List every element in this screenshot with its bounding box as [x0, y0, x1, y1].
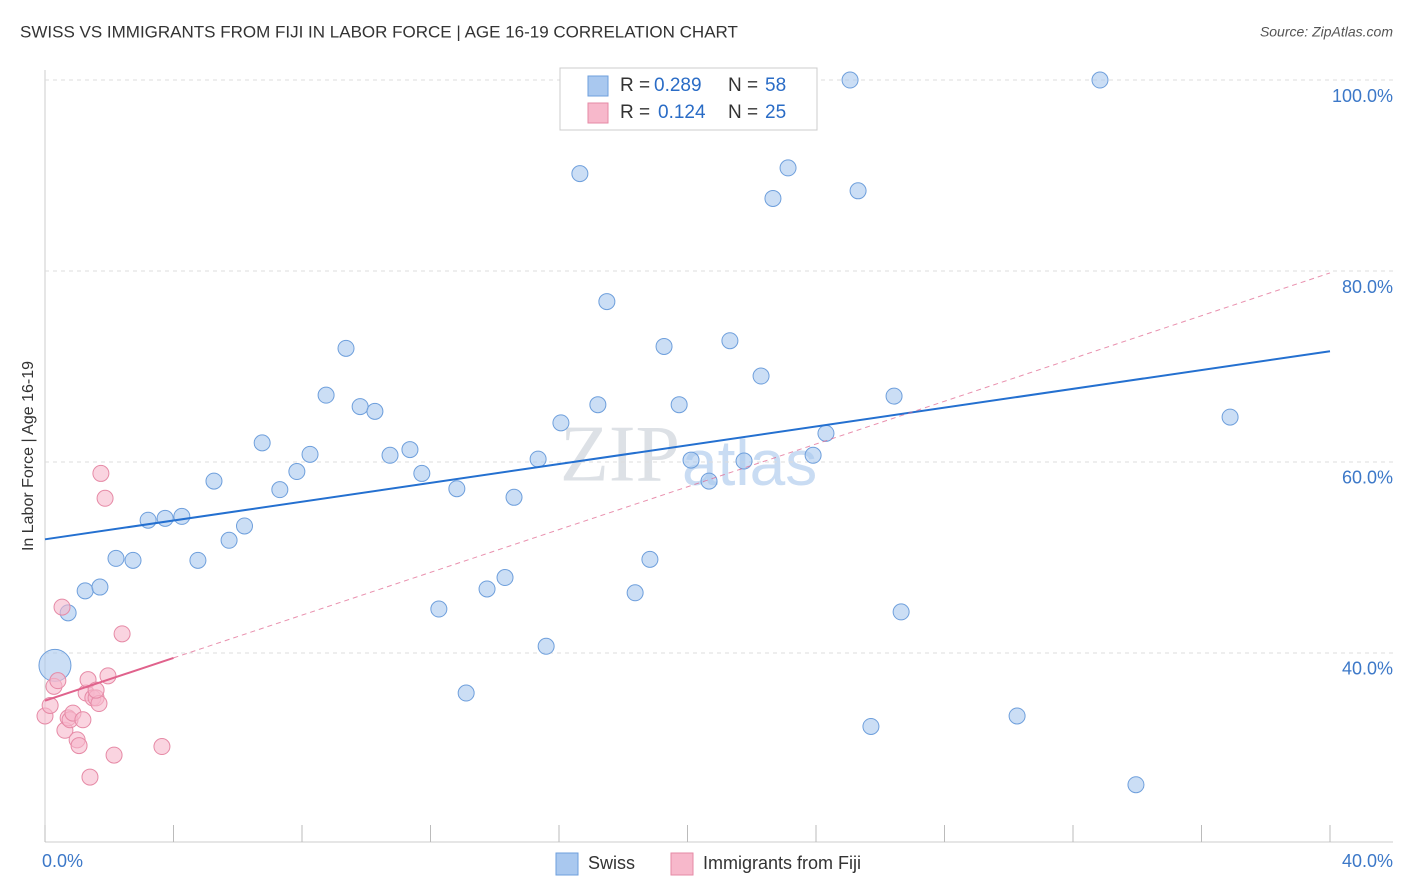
point	[655, 337, 673, 355]
point	[124, 551, 142, 569]
legend-r-value: 0.124	[658, 102, 706, 123]
point	[70, 737, 88, 755]
point	[764, 189, 782, 207]
y-tick-label: 40.0%	[1342, 659, 1393, 679]
point	[478, 580, 496, 598]
point	[153, 738, 171, 756]
point	[496, 569, 514, 587]
trend-line	[44, 350, 1331, 541]
point	[1008, 707, 1026, 725]
y-axis-label: In Labor Force | Age 16-19	[20, 361, 37, 551]
chart-title: SWISS VS IMMIGRANTS FROM FIJI IN LABOR F…	[20, 22, 738, 41]
point	[173, 507, 191, 525]
point	[235, 517, 253, 535]
point	[113, 625, 131, 643]
point	[430, 600, 448, 618]
legend-r-label: R =	[620, 102, 650, 123]
point	[366, 402, 384, 420]
legend-label: Swiss	[588, 853, 635, 873]
point	[105, 746, 123, 764]
legend-n-value: 25	[765, 102, 786, 123]
y-tick-label: 60.0%	[1342, 468, 1393, 488]
point	[735, 452, 753, 470]
point	[641, 550, 659, 568]
point	[107, 549, 125, 567]
legend-swatch	[587, 102, 609, 124]
point	[317, 386, 335, 404]
point	[205, 472, 223, 490]
point	[804, 446, 822, 464]
point	[892, 603, 910, 621]
point	[337, 339, 355, 357]
x-tick-label: 40.0%	[1342, 851, 1393, 871]
legend-swatch	[587, 75, 609, 97]
trend-line	[44, 656, 174, 702]
point	[529, 450, 547, 468]
point	[381, 446, 399, 464]
point	[885, 387, 903, 405]
point	[96, 489, 114, 507]
point	[598, 293, 616, 311]
point	[413, 464, 431, 482]
point	[253, 434, 271, 452]
legend-r-label: R =	[620, 75, 650, 96]
point	[1091, 71, 1109, 89]
legend-label: Immigrants from Fiji	[703, 853, 861, 873]
legend-r-value: 0.289	[654, 75, 702, 96]
point	[81, 768, 99, 786]
x-tick-label: 0.0%	[42, 851, 83, 871]
y-tick-label: 100.0%	[1332, 86, 1393, 106]
point	[505, 488, 523, 506]
legend-swatch	[555, 852, 579, 876]
point	[156, 509, 174, 527]
point	[571, 165, 589, 183]
point	[99, 667, 117, 685]
point	[91, 578, 109, 596]
point	[626, 584, 644, 602]
point	[41, 696, 59, 714]
y-tick-label: 80.0%	[1342, 277, 1393, 297]
point	[87, 681, 105, 699]
point	[49, 672, 67, 690]
legend-n-value: 58	[765, 75, 786, 96]
point	[849, 182, 867, 200]
point	[1221, 408, 1239, 426]
point	[779, 159, 797, 177]
point	[700, 472, 718, 490]
point	[721, 332, 739, 350]
point	[53, 598, 71, 616]
point	[271, 481, 289, 499]
point	[841, 71, 859, 89]
point	[1127, 776, 1145, 794]
legend-n-label: N =	[728, 102, 758, 123]
point	[862, 717, 880, 735]
legend-n-label: N =	[728, 75, 758, 96]
point	[76, 582, 94, 600]
legend-swatch	[670, 852, 694, 876]
point	[448, 480, 466, 498]
point	[74, 711, 92, 729]
point	[351, 398, 369, 416]
point	[288, 463, 306, 481]
point	[457, 684, 475, 702]
point	[220, 531, 238, 549]
point	[401, 441, 419, 459]
point	[682, 451, 700, 469]
point	[552, 414, 570, 432]
point	[589, 396, 607, 414]
point	[301, 445, 319, 463]
point	[537, 637, 555, 655]
point	[92, 464, 110, 482]
source: Source: ZipAtlas.com	[1260, 24, 1393, 40]
point	[189, 551, 207, 569]
point	[752, 367, 770, 385]
point	[670, 396, 688, 414]
